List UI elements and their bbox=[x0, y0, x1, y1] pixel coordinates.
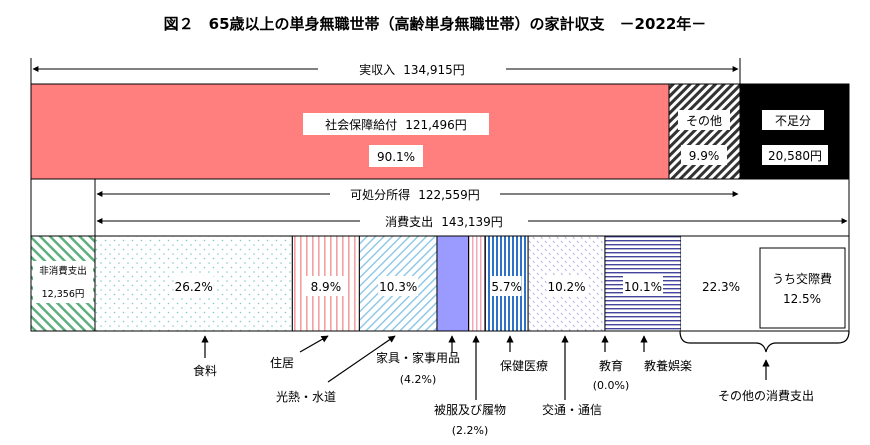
category-share-household: (4.2%) bbox=[400, 373, 437, 386]
share-label-bg-housing bbox=[305, 276, 346, 296]
category-label-food: 食料 bbox=[193, 363, 217, 378]
income-span-label: 実収入 134,915円 bbox=[359, 62, 465, 77]
non-consumption-label: 非消費支出 bbox=[39, 265, 87, 277]
disposable-span-label: 可処分所得 122,559円 bbox=[350, 187, 480, 202]
social-expenses-share: 12.5% bbox=[783, 292, 821, 306]
expenditure-segments: 26.2% 8.9% 10.3% 5.7% 10.2% 10.1% 22.3% bbox=[94, 235, 850, 332]
share-label-bg-food bbox=[173, 276, 214, 296]
bar-otherexp-outline bbox=[681, 235, 850, 332]
category-label-housing: 住居 bbox=[270, 356, 294, 370]
category-share-education: (0.0%) bbox=[593, 379, 630, 392]
other-income-label: その他 bbox=[686, 114, 722, 128]
chart-title: 図２ 65歳以上の単身無職世帯（高齢単身無職世帯）の家計収支 －2022年－ bbox=[164, 15, 707, 33]
deficit-label: 不足分 bbox=[775, 114, 811, 128]
category-label-household: 家具・家事用品 bbox=[376, 350, 460, 365]
category-label-recreation: 教養娯楽 bbox=[644, 358, 692, 373]
category-label-utilities: 光熱・水道 bbox=[276, 390, 336, 404]
share-label-otherexp: 22.3% bbox=[702, 280, 740, 294]
category-label-transport: 交通・通信 bbox=[542, 402, 602, 417]
consumption-span-label: 消費支出 143,139円 bbox=[385, 214, 503, 229]
callouts bbox=[201, 335, 770, 400]
social-expenses-box bbox=[759, 247, 846, 329]
social-security-label: 社会保障給付 121,496円 bbox=[325, 117, 467, 132]
callout-utilities bbox=[327, 335, 396, 383]
social-security-share: 90.1% bbox=[377, 150, 415, 164]
share-label-food: 26.2% bbox=[175, 280, 213, 294]
other-income-share: 9.9% bbox=[689, 149, 720, 163]
share-label-bg-otherexp bbox=[701, 276, 742, 296]
category-label-clothing: 被服及び履物 bbox=[434, 403, 506, 417]
non-consumption-value: 12,356円 bbox=[42, 289, 85, 300]
share-label-bg-transport bbox=[546, 276, 587, 296]
share-label-bg-utilities bbox=[378, 276, 419, 296]
category-share-clothing: (2.2%) bbox=[452, 424, 489, 437]
deficit-value: 20,580円 bbox=[768, 149, 822, 163]
share-label-bg-recreation bbox=[622, 276, 663, 296]
share-label-housing: 8.9% bbox=[311, 280, 342, 294]
bar-clothing bbox=[468, 235, 486, 332]
category-label-education: 教育 bbox=[599, 358, 623, 373]
share-label-bg-medical bbox=[491, 276, 522, 296]
social-expenses-label: うち交際費 bbox=[772, 271, 832, 286]
callout-housing bbox=[299, 335, 329, 353]
bar-household bbox=[436, 235, 470, 332]
share-label-recreation: 10.1% bbox=[624, 280, 662, 294]
category-label-other-expenditure: その他の消費支出 bbox=[718, 388, 814, 403]
category-label-medical: 保健医療 bbox=[500, 359, 548, 373]
other-expenditure-brace bbox=[679, 330, 850, 353]
share-label-medical: 5.7% bbox=[491, 280, 522, 294]
share-label-transport: 10.2% bbox=[547, 280, 585, 294]
share-label-utilities: 10.3% bbox=[379, 280, 417, 294]
